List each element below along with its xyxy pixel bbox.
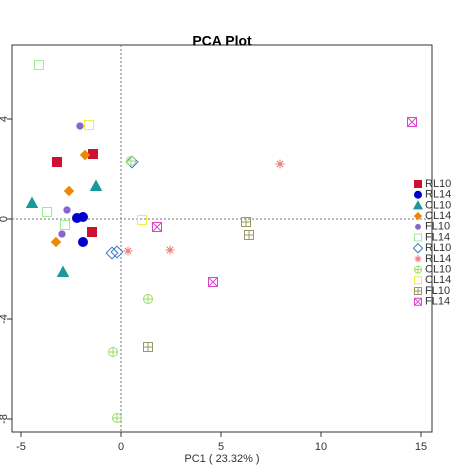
point	[110, 245, 124, 259]
point	[50, 236, 62, 248]
point	[84, 120, 94, 130]
point	[143, 342, 153, 352]
point	[112, 413, 123, 423]
legend-label: FL10	[425, 221, 450, 233]
point	[78, 237, 89, 247]
legend-marker	[415, 223, 421, 230]
point	[143, 294, 154, 304]
x-tick-label: 5	[218, 441, 224, 453]
legend-label: CL10	[425, 264, 451, 276]
point	[42, 207, 52, 217]
point	[241, 217, 251, 227]
point	[34, 60, 44, 70]
y-tick-label: -4	[0, 314, 10, 324]
legend-label: CL10	[425, 199, 451, 211]
x-tick-label: -5	[16, 441, 26, 453]
legend-marker	[414, 180, 422, 188]
point	[208, 277, 218, 287]
point	[275, 159, 285, 169]
point	[56, 265, 70, 277]
legend-marker	[414, 276, 422, 285]
legend-marker	[412, 242, 424, 254]
point	[105, 246, 119, 260]
point	[244, 230, 254, 240]
point	[126, 156, 137, 166]
plot-frame	[11, 44, 433, 433]
chart-title: PCA Plot	[192, 33, 252, 49]
point	[78, 212, 89, 222]
point	[58, 230, 66, 238]
point	[79, 149, 91, 161]
point	[76, 122, 84, 130]
point	[152, 222, 162, 232]
point	[137, 215, 147, 225]
legend-marker	[413, 211, 423, 221]
x-tick-label: 15	[415, 441, 427, 453]
y-tick-label: 4	[0, 116, 10, 122]
legend-marker	[414, 287, 422, 295]
legend-marker	[414, 190, 423, 199]
point	[25, 196, 39, 208]
y-tick-label: -8	[0, 414, 10, 424]
legend-label: FL14	[425, 296, 450, 308]
x-tick-label: 10	[315, 441, 327, 453]
point	[88, 149, 98, 159]
point	[165, 245, 175, 255]
y-tick-label: 0	[0, 216, 10, 222]
x-axis-label: PC1 ( 23.32% )	[184, 453, 259, 465]
legend-label: RL10	[425, 178, 451, 190]
point	[108, 347, 119, 357]
point	[63, 185, 75, 197]
point	[63, 206, 71, 214]
legend-marker	[412, 200, 424, 210]
point	[87, 227, 97, 237]
legend-marker	[414, 265, 423, 274]
point	[407, 117, 417, 127]
point	[60, 220, 70, 230]
legend-label: FL10	[425, 285, 450, 297]
legend-label: RL14	[425, 253, 451, 265]
legend-label: FL14	[425, 231, 450, 243]
legend-label: RL10	[425, 242, 451, 254]
legend-label: RL14	[425, 189, 451, 201]
x-tick-label: 0	[118, 441, 124, 453]
legend-marker	[414, 297, 422, 306]
point	[52, 157, 62, 167]
point	[89, 179, 103, 191]
legend-label: CL14	[425, 274, 451, 286]
point	[123, 246, 133, 256]
legend-marker	[414, 233, 422, 242]
legend-marker	[414, 255, 422, 263]
legend-label: CL14	[425, 210, 451, 222]
